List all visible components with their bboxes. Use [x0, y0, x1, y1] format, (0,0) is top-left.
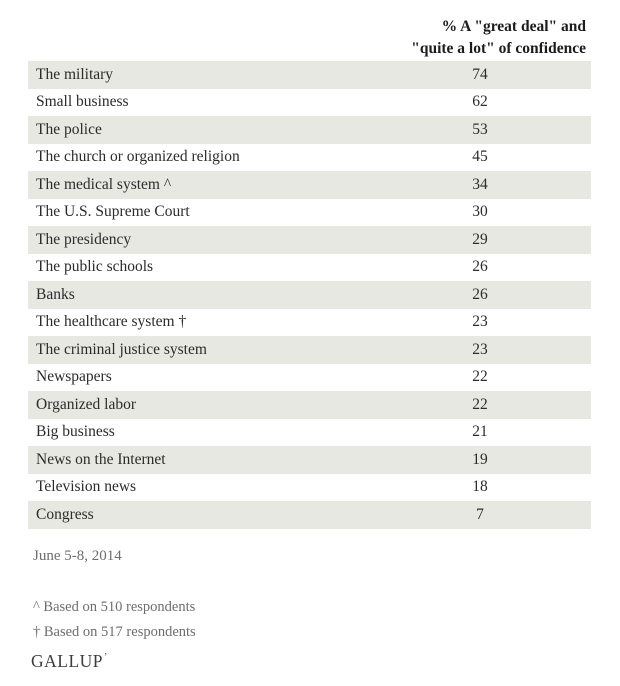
row-value: 19 [472, 450, 488, 468]
column-header-line2: "quite a lot" of confidence [411, 39, 586, 57]
row-value: 21 [472, 423, 488, 441]
row-value: 45 [472, 148, 488, 166]
row-label: The medical system ^ [36, 175, 172, 193]
table-row: The presidency 29 [28, 226, 591, 254]
footnote-dagger: † Based on 517 respondents [33, 623, 196, 640]
row-label: The military [36, 65, 114, 83]
gallup-logo: GALLUP’ [31, 651, 108, 672]
table-row: The public schools 26 [28, 254, 591, 282]
row-value: 34 [472, 175, 488, 193]
table-row: News on the Internet 19 [28, 446, 591, 474]
value-column-header: % A "great deal" and "quite a lot" of co… [411, 16, 586, 59]
row-value: 7 [476, 505, 484, 523]
table-row: The military 74 [28, 61, 591, 89]
row-value: 74 [472, 65, 488, 83]
table-row: The criminal justice system 23 [28, 336, 591, 364]
table-row: The healthcare system † 23 [28, 309, 591, 337]
table-row: Television news 18 [28, 474, 591, 502]
row-value: 18 [472, 478, 488, 496]
table-row: Newspapers 22 [28, 364, 591, 392]
table-row: Big business 21 [28, 419, 591, 447]
row-label: News on the Internet [36, 450, 166, 468]
confidence-table: The military 74 Small business 62 The police… [28, 61, 591, 529]
row-label: The police [36, 120, 102, 138]
footnotes: ^ Based on 510 respondents † Based on 51… [33, 595, 196, 644]
table-row: The U.S. Supreme Court 30 [28, 199, 591, 227]
row-value: 26 [472, 258, 488, 276]
row-label: The public schools [36, 258, 154, 276]
gallup-logo-text: GALLUP [31, 651, 104, 671]
survey-date: June 5-8, 2014 [33, 548, 122, 564]
row-label: The healthcare system † [36, 313, 187, 331]
table-row: Banks 26 [28, 281, 591, 309]
row-value: 53 [472, 120, 488, 138]
row-value: 23 [472, 340, 488, 358]
row-label: Small business [36, 93, 129, 111]
table-row: Small business 62 [28, 89, 591, 117]
footnote-caret: ^ Based on 510 respondents [33, 599, 196, 615]
row-value: 23 [472, 313, 488, 331]
row-label: Congress [36, 505, 94, 523]
column-header-line1: % A "great deal" and [441, 18, 586, 35]
row-value: 62 [472, 93, 488, 111]
row-label: Organized labor [36, 395, 136, 413]
row-value: 22 [472, 395, 488, 413]
row-label: Television news [36, 478, 137, 496]
row-label: The U.S. Supreme Court [36, 203, 190, 221]
row-label: The church or organized religion [36, 148, 240, 166]
gallup-logo-prime: ’ [104, 652, 108, 664]
row-label: Newspapers [36, 368, 112, 386]
table-row: Organized labor 22 [28, 391, 591, 419]
row-value: 30 [472, 203, 488, 221]
row-value: 29 [472, 230, 488, 248]
table-row: The church or organized religion 45 [28, 144, 591, 172]
row-value: 22 [472, 368, 488, 386]
row-label: The presidency [36, 230, 132, 248]
table-row: The police 53 [28, 116, 591, 144]
row-label: Banks [36, 285, 75, 303]
row-label: Big business [36, 423, 115, 441]
row-label: The criminal justice system [36, 340, 207, 358]
table-row: Congress 7 [28, 501, 591, 529]
table-row: The medical system ^ 34 [28, 171, 591, 199]
row-value: 26 [472, 285, 488, 303]
